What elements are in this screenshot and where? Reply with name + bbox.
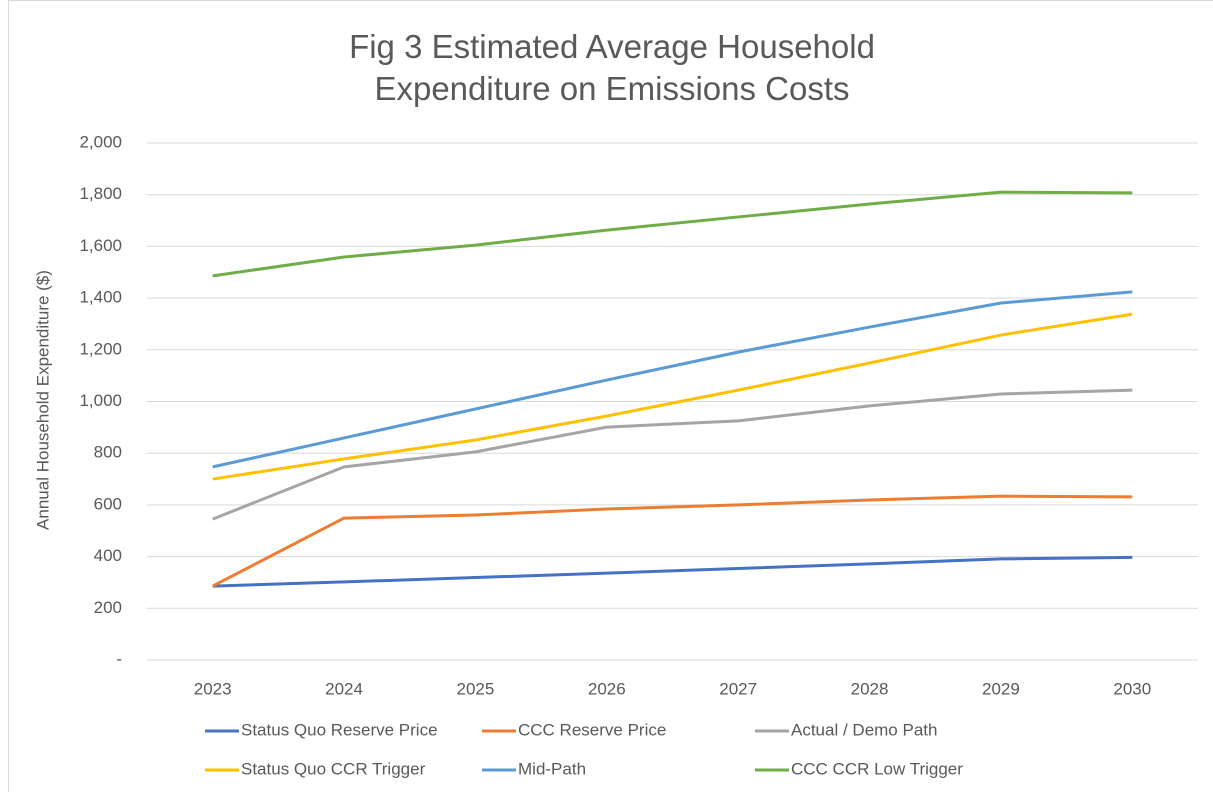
y-tick-label: 1,600 — [79, 236, 122, 255]
series-line — [212, 388, 1133, 521]
legend-label: CCC Reserve Price — [518, 720, 666, 739]
x-tick-label: 2027 — [719, 679, 757, 698]
y-tick-label: 400 — [94, 546, 122, 565]
legend-label: Status Quo CCR Trigger — [241, 759, 426, 778]
y-tick-label: 1,800 — [79, 184, 122, 203]
series-line — [212, 312, 1133, 481]
chart-title: Fig 3 Estimated Average Household Expend… — [349, 28, 875, 107]
legend-label: Actual / Demo Path — [791, 720, 937, 739]
y-tick-label: 1,400 — [79, 288, 122, 307]
series-line — [211, 494, 1133, 588]
y-tick-label: - — [116, 649, 122, 668]
legend-label: CCC CCR Low Trigger — [791, 759, 963, 778]
x-tick-label: 2026 — [588, 679, 626, 698]
chart-frame — [8, 0, 1213, 792]
x-tick-label: 2023 — [194, 679, 232, 698]
legend-label: Status Quo Reserve Price — [241, 720, 438, 739]
series-line — [212, 555, 1133, 588]
x-tick-label: 2029 — [982, 679, 1020, 698]
y-axis-label: Annual Household Expenditure ($) — [33, 270, 52, 530]
y-tick-label: 2,000 — [79, 132, 122, 151]
y-tick-label: 1,200 — [79, 339, 122, 358]
y-tick-label: 600 — [94, 494, 122, 513]
y-tick-label: 200 — [94, 598, 122, 617]
x-tick-label: 2030 — [1113, 679, 1151, 698]
series-line — [212, 190, 1133, 278]
series-line — [212, 290, 1133, 469]
x-tick-label: 2025 — [457, 679, 495, 698]
x-tick-label: 2024 — [325, 679, 363, 698]
y-tick-label: 1,000 — [79, 391, 122, 410]
legend-label: Mid-Path — [518, 759, 586, 778]
x-tick-label: 2028 — [851, 679, 889, 698]
y-tick-label: 800 — [94, 443, 122, 462]
